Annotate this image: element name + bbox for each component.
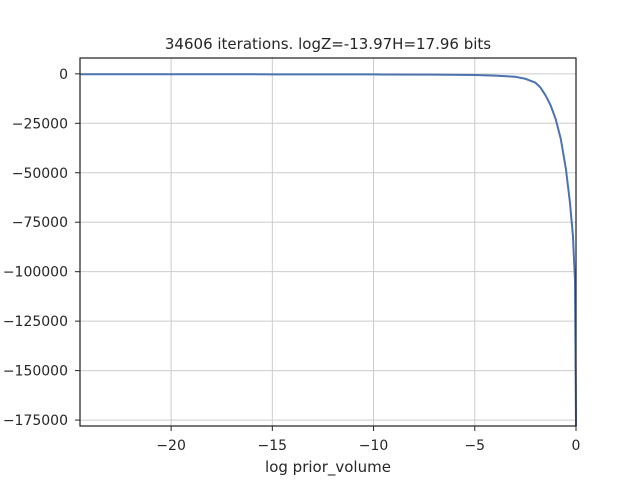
series-line — [80, 73, 577, 427]
x-tick-label: −20 — [156, 438, 186, 454]
ticks: −20 −15 −10 −5 0 0 −25000 −50000 −75000 −100000 −1… — [3, 67, 581, 454]
y-tick-label: −125000 — [3, 314, 68, 330]
x-tick-label: −15 — [258, 438, 288, 454]
y-tick-label: −150000 — [3, 364, 68, 380]
y-tick-label: 0 — [59, 67, 68, 83]
y-tick-label: −100000 — [3, 265, 68, 281]
y-tick-label: −25000 — [12, 116, 68, 132]
chart-title: 34606 iterations. logZ=-13.97H=17.96 bit… — [165, 35, 491, 53]
x-tick-label: 0 — [572, 438, 581, 454]
plot-frame — [79, 57, 577, 427]
x-tick-label: −5 — [464, 438, 485, 454]
series-layer — [80, 73, 577, 427]
y-tick-label: −50000 — [12, 166, 68, 182]
grid — [80, 58, 577, 426]
y-tick-label: −175000 — [3, 413, 68, 429]
x-axis-label: log prior_volume — [265, 458, 391, 477]
y-tick-label: −75000 — [12, 215, 68, 231]
x-tick-label: −10 — [359, 438, 389, 454]
